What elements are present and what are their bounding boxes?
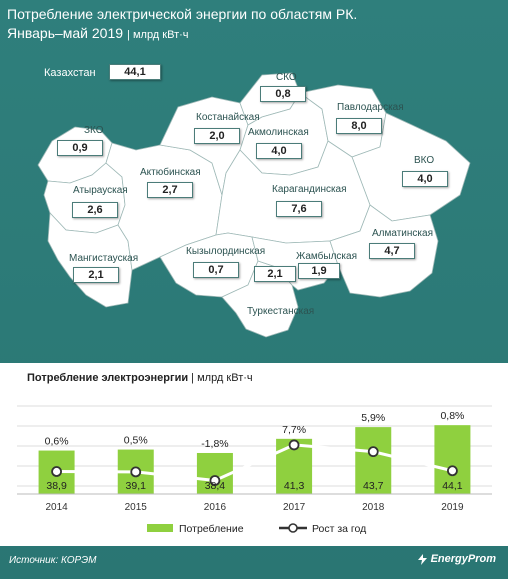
region-value-karaganda: 7,6 — [276, 201, 322, 217]
total-value: 44,1 — [109, 64, 161, 80]
region-value-zko: 0,9 — [57, 140, 103, 156]
region-label-karaganda: Карагандинская — [272, 184, 347, 195]
region-label-pavlodar: Павлодарская — [337, 102, 404, 113]
growth-label-2018: 5,9% — [361, 412, 385, 424]
growth-point-2016 — [209, 475, 221, 486]
growth-point-2014 — [51, 466, 62, 477]
region-value-aktobe: 2,7 — [147, 182, 193, 198]
bar-2018 — [355, 427, 392, 494]
bar-label-2016: 38,4 — [205, 480, 226, 492]
region-value-turkestan: 2,1 — [254, 266, 296, 282]
region-label-turkestan: Туркестанская — [247, 306, 315, 317]
tick-label-2017: 2017 — [283, 502, 306, 513]
bar-label-2019: 44,1 — [442, 480, 463, 492]
region-value-pavlodar: 8,0 — [336, 118, 382, 134]
bar-label-2017: 41,3 — [284, 480, 305, 492]
region-label-almaty: Алматинская — [372, 228, 433, 239]
growth-label-2014: 0,6% — [45, 436, 69, 448]
source-note: Источник: КОРЭМ — [9, 555, 97, 566]
tick-label-2014: 2014 — [45, 502, 68, 513]
tick-label-2019: 2019 — [441, 502, 464, 513]
legend-line-label: Рост за год — [312, 523, 366, 535]
region-label-kostanay: Костанайская — [196, 112, 260, 123]
region-value-zhambyl: 1,9 — [298, 263, 340, 279]
chart-title: Потребление электроэнергии | млрд кВт·ч — [27, 372, 253, 384]
region-label-zhambyl: Жамбылская — [296, 251, 357, 262]
tick-label-2018: 2018 — [362, 502, 385, 513]
region-value-kostanay: 2,0 — [194, 128, 240, 144]
growth-label-2016: -1,8% — [201, 438, 228, 450]
region-value-vko: 4,0 — [402, 171, 448, 187]
region-label-atyrau: Атырауская — [73, 185, 128, 196]
region-label-zko: ЗКО — [84, 125, 104, 136]
tick-label-2015: 2015 — [125, 502, 148, 513]
main-title: Потребление электрической энергии по обл… — [7, 6, 358, 22]
bar-label-2018: 43,7 — [363, 480, 384, 492]
region-label-sko: СКО — [276, 72, 297, 83]
chart-title-text: Потребление электроэнергии — [27, 372, 189, 384]
region-value-akmola: 4,0 — [256, 143, 302, 159]
lightning-icon — [417, 553, 427, 565]
growth-label-2017: 7,7% — [282, 424, 306, 436]
region-value-almaty: 4,7 — [369, 243, 415, 259]
region-label-aktobe: Актюбинская — [140, 167, 201, 178]
legend-bar-swatch — [147, 524, 173, 532]
growth-point-2018 — [367, 446, 379, 458]
chart-title-unit: | млрд кВт·ч — [191, 372, 253, 384]
consumption-chart-panel: Потребление электроэнергии | млрд кВт·ч … — [0, 363, 508, 546]
growth-line — [56, 443, 453, 483]
region-label-akmola: Акмолинская — [248, 127, 309, 138]
region-value-kyzylorda: 0,7 — [193, 262, 239, 278]
consumption-chart: 0,6% 0,5% -1,8% 7,7% 5,9% 0,8% 38,9 39,1 38,4 41,… — [17, 405, 492, 535]
brand-logo: EnergyProm — [417, 553, 496, 565]
brand-name: EnergyProm — [430, 553, 496, 565]
growth-label-2015: 0,5% — [124, 435, 148, 447]
growth-point-2019 — [447, 465, 458, 477]
bar-label-2015: 39,1 — [126, 480, 147, 492]
growth-point-2017 — [288, 439, 300, 451]
growth-label-2019: 0,8% — [440, 410, 464, 422]
legend-bar-label: Потребление — [179, 523, 244, 535]
bar-2019 — [434, 425, 471, 494]
region-label-vko: ВКО — [414, 155, 435, 166]
tick-label-2016: 2016 — [204, 502, 227, 513]
period-label: Январь–май 2019 — [7, 25, 124, 41]
region-value-sko: 0,8 — [260, 86, 306, 102]
region-label-kyzylorda: Кызылординская — [186, 246, 266, 257]
title-unit: | млрд кВт·ч — [127, 29, 189, 41]
total-label: Казахстан — [44, 67, 96, 79]
legend-line-marker — [288, 523, 298, 533]
region-value-atyrau: 2,6 — [72, 202, 118, 218]
growth-point-2015 — [130, 466, 142, 478]
region-shape-mangistau — [47, 212, 133, 308]
bar-label-2014: 38,9 — [46, 480, 67, 492]
period-title: Январь–май 2019 | млрд кВт·ч — [7, 25, 189, 41]
region-label-mangistau: Мангистауская — [69, 253, 139, 264]
region-value-mangistau: 2,1 — [73, 267, 119, 283]
